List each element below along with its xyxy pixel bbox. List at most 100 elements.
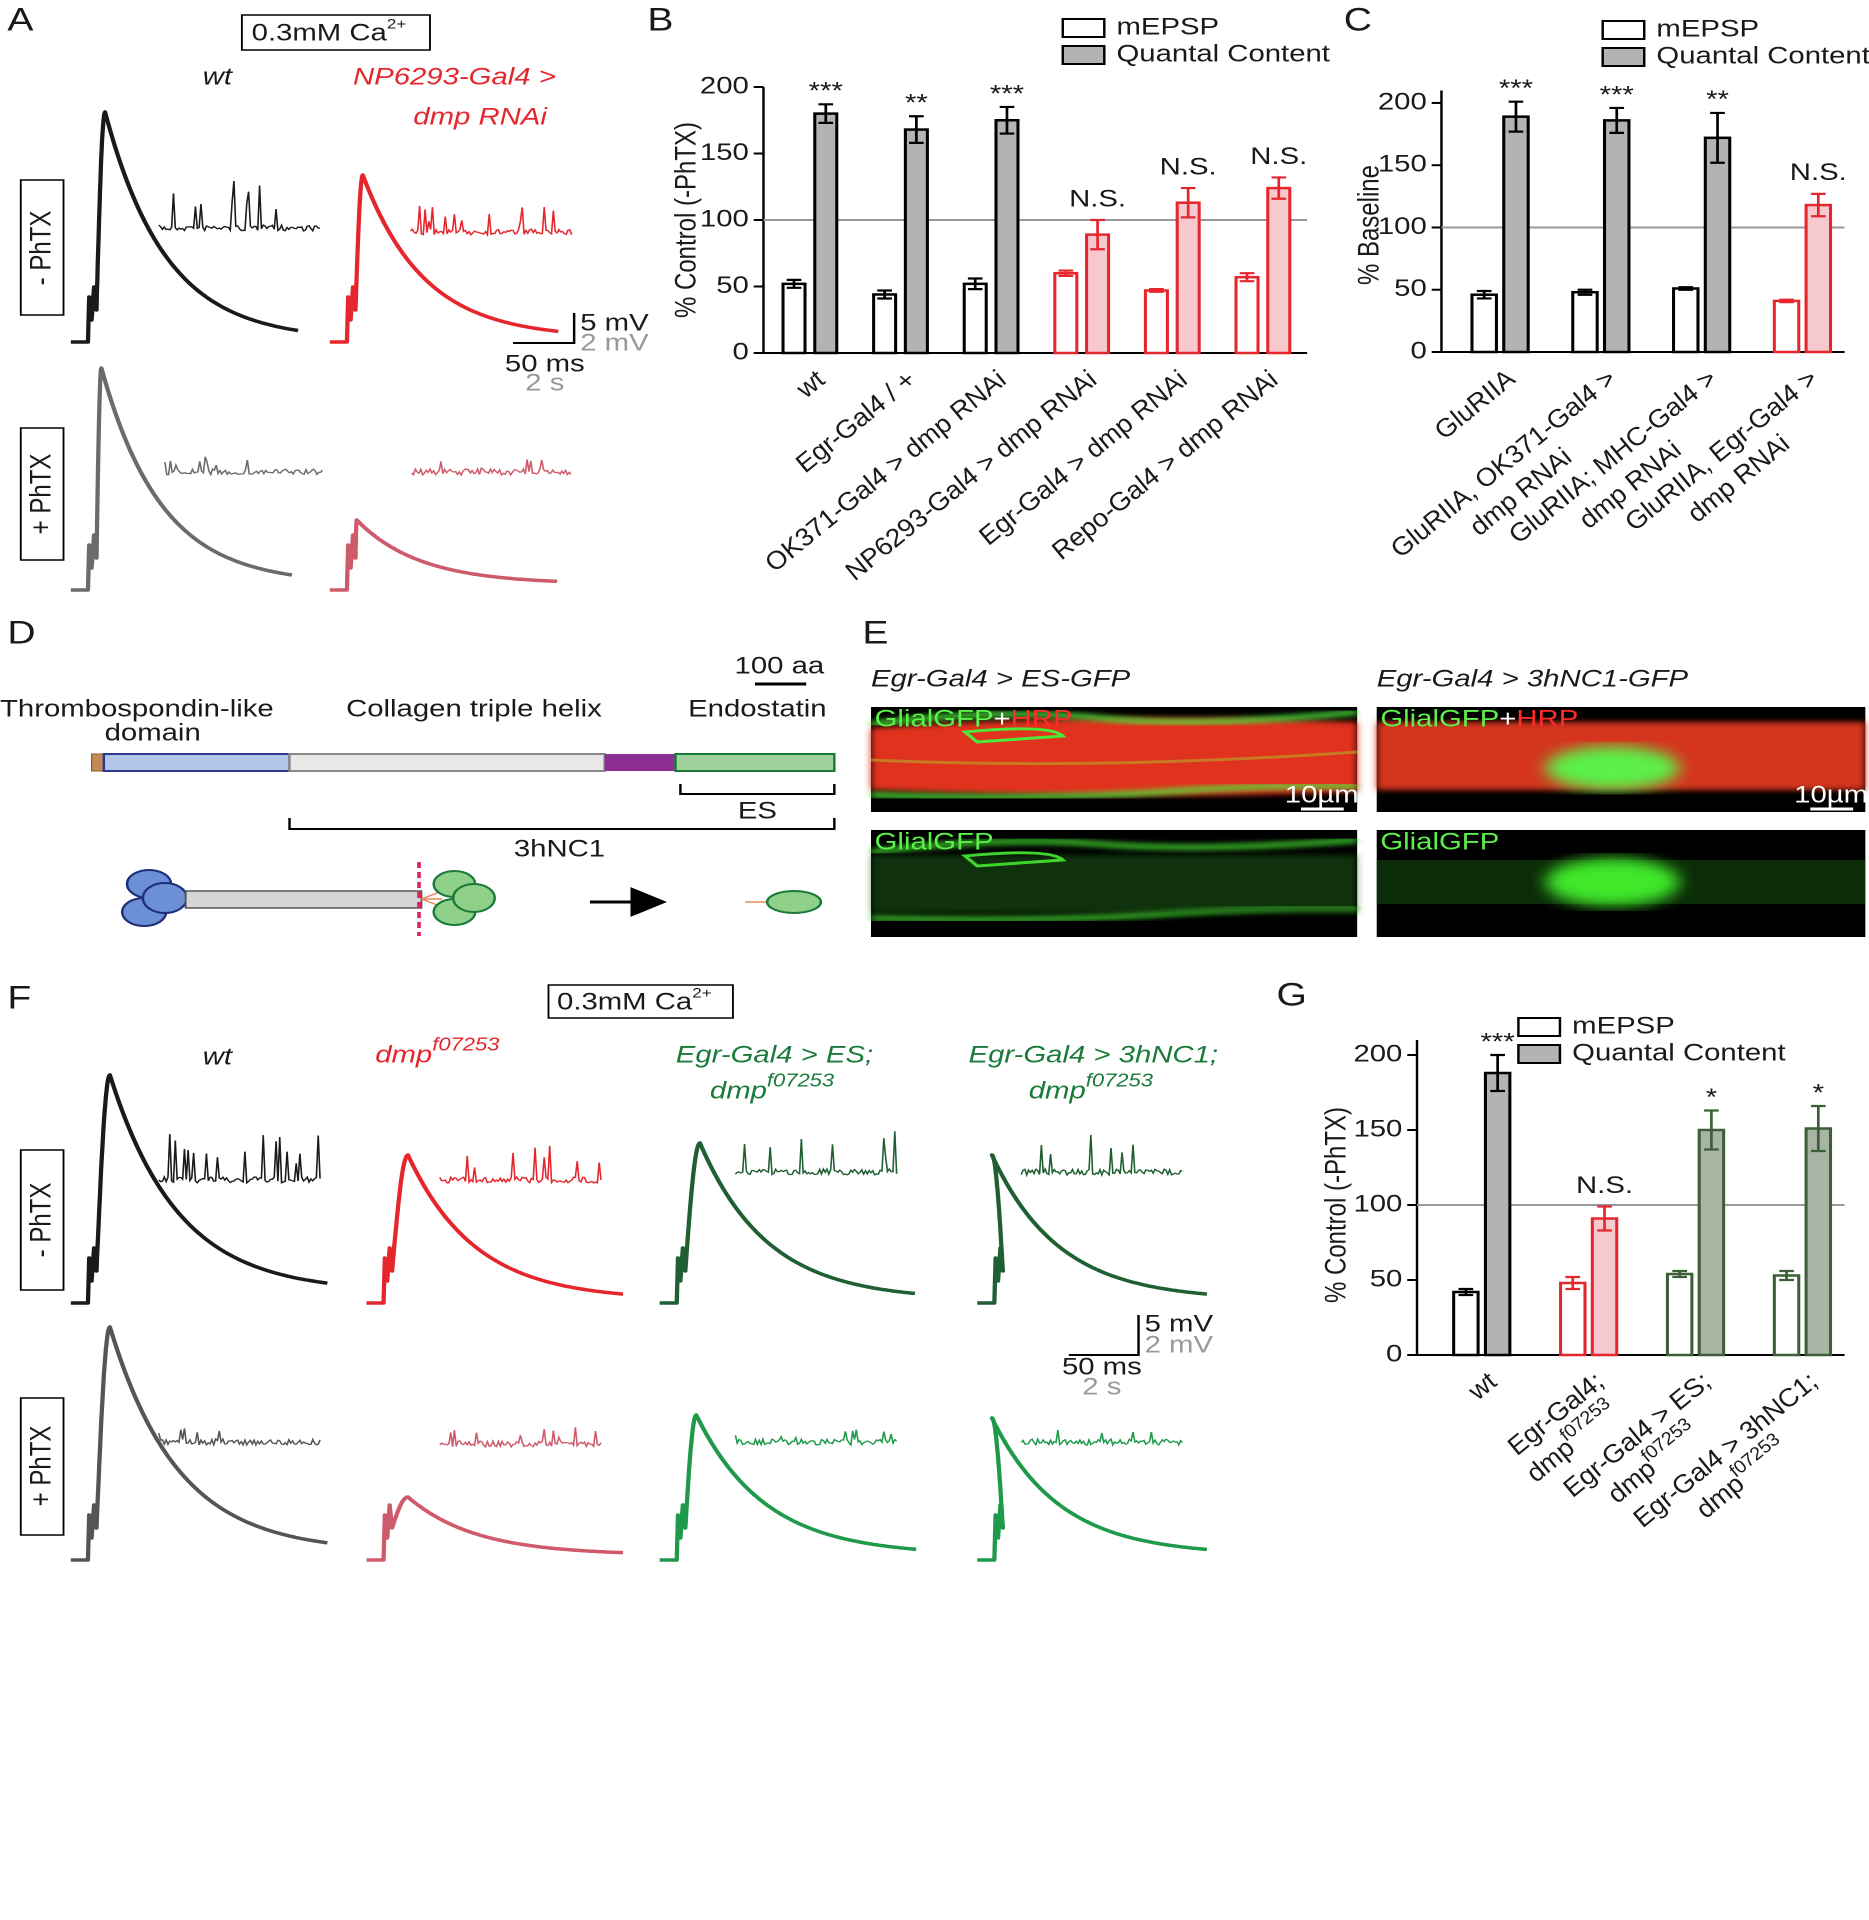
epsp-trace [977, 1153, 1208, 1305]
domain [91, 753, 105, 772]
error-bar [1609, 106, 1625, 134]
scale-label: 2 mV [580, 329, 649, 356]
y-axis-label: % Control (-PhTX) [669, 122, 702, 318]
error-bar [1239, 272, 1255, 283]
significance: * [1706, 1083, 1717, 1110]
channel-label: GlialGFP [875, 828, 994, 855]
protein-cartoon [120, 862, 823, 936]
channel-label: GlialGFP+HRP [1380, 705, 1578, 732]
mini-trace [409, 205, 573, 238]
bar [903, 128, 929, 355]
bar [781, 282, 807, 355]
significance: N.S. [1160, 153, 1217, 180]
significance: ** [1706, 86, 1729, 113]
genotype-text: dmp [710, 1077, 767, 1104]
bracket [679, 784, 836, 795]
error-bar [1577, 288, 1593, 296]
y-tick-label: 200 [1353, 1040, 1402, 1067]
error-bar [1810, 1104, 1826, 1153]
error-bar [1678, 286, 1694, 291]
epsp-trace [659, 1141, 916, 1305]
bar [1559, 1281, 1587, 1357]
bar [813, 112, 839, 355]
bar [1672, 287, 1700, 354]
scale-label: 10µm [1794, 781, 1868, 808]
x-tick-label: wt [788, 365, 833, 402]
legend-swatch [1601, 47, 1646, 67]
scale-label: 5 mV [580, 309, 649, 336]
epsp-trace [70, 1073, 328, 1305]
domain-label: domain [105, 719, 201, 746]
scale-label: 5 mV [1145, 1310, 1214, 1337]
bar [872, 293, 898, 355]
legend-label: Quantal Content [1656, 42, 1869, 69]
legend-label: mEPSP [1656, 15, 1759, 42]
y-tick-label: 150 [700, 138, 749, 165]
significance: *** [1600, 81, 1634, 108]
significance: N.S. [1250, 142, 1307, 169]
genotype: Egr-Gal4 > ES-GFP [871, 665, 1130, 692]
legend-swatch [1601, 20, 1646, 40]
bar [1697, 1128, 1726, 1357]
legend-swatch [1517, 1044, 1562, 1064]
y-tick-label: 200 [1378, 88, 1427, 115]
significance: N.S. [1576, 1171, 1633, 1198]
bar [962, 282, 988, 355]
treatment: + PhTX [24, 1426, 57, 1507]
scale-bar [1068, 1315, 1140, 1356]
channel: GlialGFP [1380, 705, 1499, 732]
epsp-trace [70, 110, 299, 344]
condition-box [240, 14, 431, 51]
error-bar [1779, 1269, 1794, 1282]
panel-label: D [7, 615, 35, 651]
scale-label: 2 s [1082, 1373, 1121, 1400]
genotype: dmpf07253 [1029, 1072, 1153, 1104]
error-bar [1476, 289, 1492, 300]
y-tick-label: 0 [1410, 337, 1426, 364]
epsp-trace [977, 1416, 1208, 1562]
epsp-trace [70, 1325, 328, 1562]
channel: + [1499, 705, 1516, 732]
treatment-box [19, 1149, 65, 1291]
error-bar [1779, 298, 1794, 304]
significance: N.S. [1069, 185, 1126, 212]
scale-label: 2 mV [1145, 1331, 1214, 1358]
legend-label: Quantal Content [1572, 1039, 1786, 1066]
y-tick-label: 150 [1353, 1115, 1402, 1142]
y-tick-label: 0 [733, 338, 749, 365]
bar [1175, 201, 1201, 355]
treatment-box [19, 427, 65, 561]
panel-label: A [7, 2, 33, 38]
epsp-trace [366, 1153, 624, 1305]
micrograph [870, 707, 1866, 937]
error-bar [1149, 288, 1164, 293]
bracket [288, 818, 836, 830]
y-tick-label: 150 [1378, 150, 1427, 177]
error-bar [1672, 1269, 1687, 1279]
y-tick-label: 100 [1353, 1190, 1402, 1217]
legend-label: mEPSP [1572, 1012, 1675, 1039]
mini-trace [158, 180, 321, 233]
bar [1703, 136, 1732, 354]
genotype: dmp RNAi [413, 103, 548, 130]
y-tick-label: 50 [716, 271, 749, 298]
treatment: - PhTX [24, 211, 57, 286]
significance: *** [1499, 75, 1533, 102]
condition-sup: 2+ [692, 986, 711, 1001]
domain-label: Endostatin [688, 695, 826, 722]
scale-label: 50 ms [1062, 1353, 1142, 1380]
y-tick-label: 100 [700, 205, 749, 232]
bar [1053, 271, 1079, 355]
fragment-label: 3hNC1 [514, 835, 605, 862]
error-bar [1090, 218, 1105, 251]
bar [1143, 289, 1169, 355]
domain [674, 753, 836, 772]
mini-trace [439, 1427, 602, 1449]
treatment-box [19, 179, 65, 316]
x-tick-label: Egr-Gal4 > 3hNC1;dmpf07253 [1625, 1368, 1851, 1553]
domain [102, 753, 291, 772]
legend-label: mEPSP [1117, 13, 1220, 40]
y-tick-label: 50 [1370, 1265, 1403, 1292]
